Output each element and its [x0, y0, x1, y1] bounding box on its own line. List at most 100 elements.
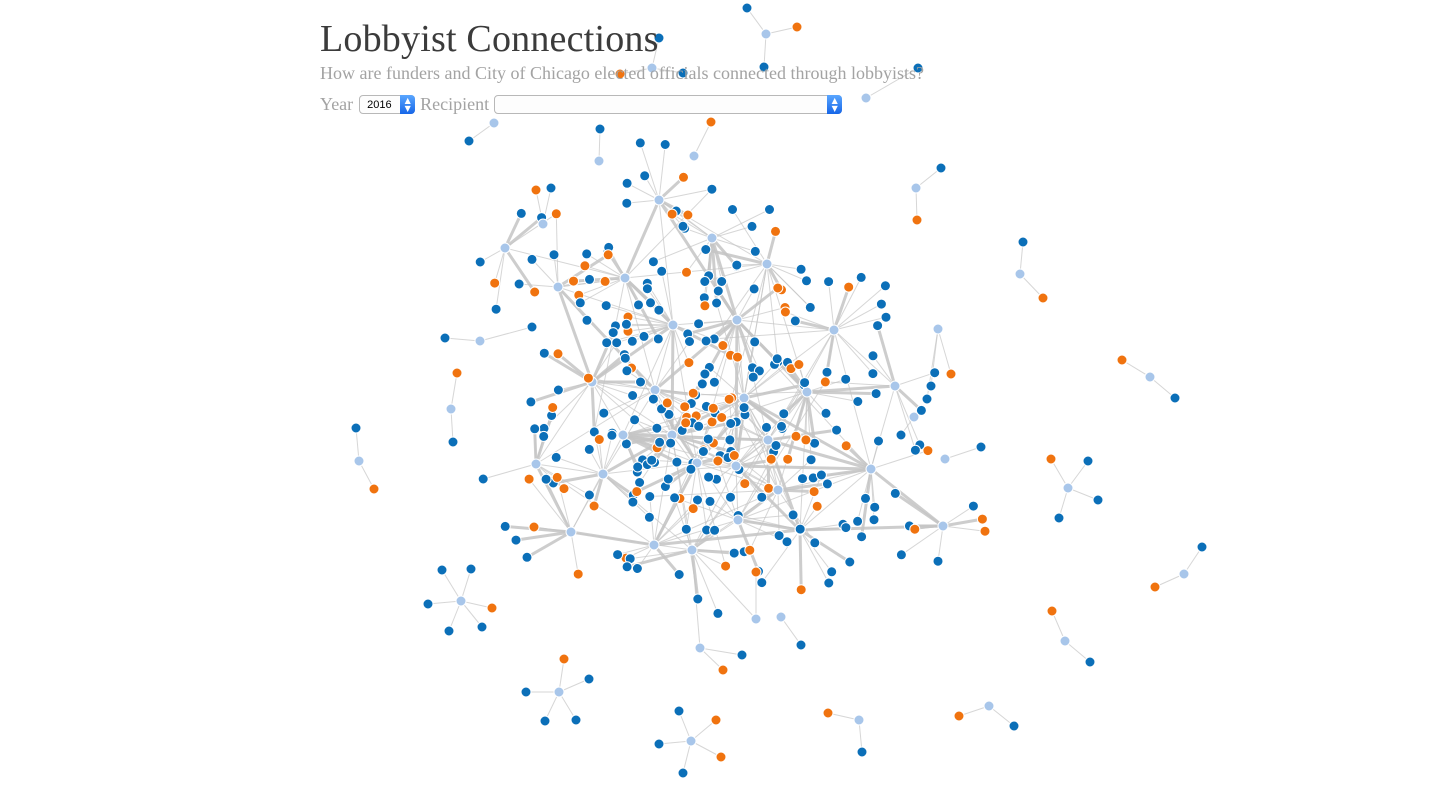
funder-node[interactable]	[731, 259, 743, 271]
official-node[interactable]	[588, 500, 600, 512]
funder-node[interactable]	[439, 332, 451, 344]
official-node[interactable]	[368, 483, 380, 495]
lobbyist-node[interactable]	[706, 232, 718, 244]
funder-node[interactable]	[749, 336, 761, 348]
official-node[interactable]	[976, 513, 988, 525]
funder-node[interactable]	[929, 367, 941, 379]
official-node[interactable]	[699, 300, 711, 312]
funder-node[interactable]	[654, 436, 666, 448]
funder-node[interactable]	[967, 500, 979, 512]
funder-node[interactable]	[490, 303, 502, 315]
funder-node[interactable]	[770, 440, 782, 451]
funder-node[interactable]	[447, 436, 459, 448]
funder-node[interactable]	[538, 430, 550, 442]
official-node[interactable]	[558, 653, 570, 665]
official-node[interactable]	[715, 751, 727, 763]
funder-node[interactable]	[804, 301, 816, 313]
funder-node[interactable]	[584, 273, 595, 285]
lobbyist-node[interactable]	[932, 323, 944, 335]
funder-node[interactable]	[895, 429, 907, 441]
funder-node[interactable]	[631, 563, 643, 574]
funder-node[interactable]	[821, 478, 833, 490]
official-node[interactable]	[1149, 581, 1161, 593]
funder-node[interactable]	[712, 285, 724, 297]
funder-node[interactable]	[581, 314, 593, 326]
funder-node[interactable]	[653, 738, 665, 750]
funder-node[interactable]	[703, 471, 715, 483]
official-node[interactable]	[720, 560, 732, 572]
funder-node[interactable]	[1084, 656, 1096, 668]
official-node[interactable]	[678, 171, 689, 183]
funder-node[interactable]	[711, 297, 723, 309]
funder-node[interactable]	[634, 137, 646, 149]
funder-node[interactable]	[629, 414, 641, 426]
lobbyist-node[interactable]	[488, 117, 500, 129]
lobbyist-node[interactable]	[761, 258, 773, 270]
official-node[interactable]	[945, 368, 957, 380]
lobbyist-node[interactable]	[686, 544, 698, 556]
official-node[interactable]	[1116, 354, 1128, 366]
lobbyist-node[interactable]	[455, 595, 467, 607]
official-node[interactable]	[716, 412, 728, 423]
lobbyist-node[interactable]	[667, 319, 679, 331]
official-node[interactable]	[599, 275, 611, 287]
funder-node[interactable]	[552, 384, 564, 396]
official-node[interactable]	[840, 440, 852, 452]
funder-node[interactable]	[436, 564, 448, 576]
funder-node[interactable]	[856, 746, 868, 758]
funder-node[interactable]	[758, 61, 770, 73]
funder-node[interactable]	[799, 377, 811, 389]
official-node[interactable]	[523, 473, 535, 485]
lobbyist-node[interactable]	[732, 514, 744, 526]
funder-node[interactable]	[789, 315, 801, 327]
funder-node[interactable]	[684, 336, 695, 347]
funder-node[interactable]	[671, 456, 683, 468]
lobbyist-node[interactable]	[730, 460, 742, 472]
funder-node[interactable]	[621, 197, 633, 209]
lobbyist-node[interactable]	[649, 384, 661, 396]
funder-node[interactable]	[606, 429, 618, 441]
funder-node[interactable]	[692, 494, 703, 506]
funder-node[interactable]	[548, 249, 560, 261]
funder-node[interactable]	[875, 298, 887, 310]
funder-node[interactable]	[646, 454, 658, 466]
official-node[interactable]	[750, 566, 762, 578]
official-node[interactable]	[717, 664, 729, 676]
official-node[interactable]	[558, 483, 570, 495]
official-node[interactable]	[793, 359, 805, 370]
funder-node[interactable]	[621, 177, 633, 189]
funder-node[interactable]	[709, 524, 721, 536]
year-select[interactable]: 2016 ▲ ▼	[359, 95, 416, 114]
funder-node[interactable]	[809, 537, 821, 549]
lobbyist-node[interactable]	[910, 182, 922, 194]
official-node[interactable]	[529, 286, 541, 298]
lobbyist-node[interactable]	[499, 242, 511, 254]
recipient-select[interactable]: ▲ ▼	[494, 95, 843, 114]
lobbyist-node[interactable]	[889, 380, 901, 392]
funder-node[interactable]	[855, 271, 867, 283]
lobbyist-node[interactable]	[738, 392, 750, 404]
funder-node[interactable]	[621, 561, 633, 573]
official-node[interactable]	[790, 430, 802, 442]
funder-node[interactable]	[583, 673, 595, 685]
funder-node[interactable]	[748, 283, 760, 295]
lobbyist-node[interactable]	[860, 92, 872, 104]
funder-node[interactable]	[633, 299, 644, 311]
funder-node[interactable]	[704, 495, 716, 507]
funder-node[interactable]	[725, 418, 737, 429]
funder-node[interactable]	[680, 523, 692, 535]
funder-node[interactable]	[852, 396, 864, 407]
funder-node[interactable]	[797, 473, 808, 485]
funder-node[interactable]	[728, 547, 740, 559]
funder-node[interactable]	[619, 352, 631, 364]
funder-node[interactable]	[747, 371, 759, 383]
funder-node[interactable]	[621, 365, 633, 377]
funder-node[interactable]	[656, 265, 668, 277]
funder-node[interactable]	[696, 378, 708, 390]
official-node[interactable]	[732, 351, 743, 363]
lobbyist-node[interactable]	[353, 455, 365, 467]
funder-node[interactable]	[574, 297, 586, 309]
funder-node[interactable]	[915, 404, 927, 416]
funder-node[interactable]	[665, 437, 677, 449]
official-node[interactable]	[728, 450, 740, 461]
